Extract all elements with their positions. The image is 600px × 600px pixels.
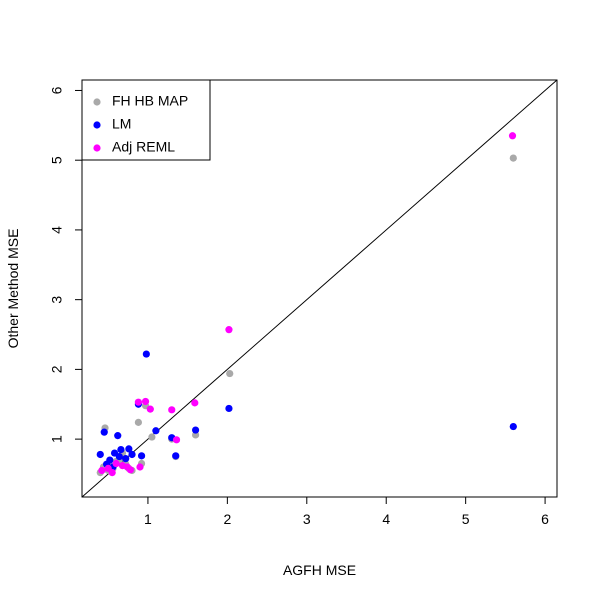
y-tick-label: 3: [49, 296, 65, 304]
point-lm: [128, 450, 136, 459]
point-adj-reml: [134, 398, 142, 406]
point-adj-reml: [136, 463, 144, 471]
point-lm: [137, 452, 146, 460]
x-tick-label: 4: [382, 511, 390, 527]
y-tick-label: 5: [49, 156, 65, 164]
y-tick-label: 1: [49, 435, 65, 443]
point-lm: [509, 422, 517, 431]
point-lm: [100, 428, 108, 436]
point-fh-hb-map: [148, 433, 156, 441]
y-axis: 1 2 3 4 5 6: [49, 86, 82, 443]
x-tick-label: 1: [144, 511, 152, 527]
point-fh-hb-map: [509, 154, 517, 162]
legend-label: FH HB MAP: [112, 93, 188, 109]
point-lm: [225, 404, 233, 413]
point-adj-reml: [126, 466, 135, 474]
legend: FH HB MAP LM Adj REML: [81, 79, 211, 161]
point-lm: [114, 432, 122, 440]
point-lm: [125, 445, 133, 453]
y-tick-label: 2: [49, 365, 65, 373]
point-lm: [152, 427, 160, 435]
point-adj-reml: [225, 326, 233, 334]
point-lm: [122, 455, 130, 463]
point-lm: [115, 452, 123, 461]
point-lm: [117, 445, 125, 454]
point-lm: [96, 450, 104, 459]
legend-marker: [93, 144, 101, 152]
x-tick-label: 2: [223, 511, 231, 527]
legend-marker: [93, 98, 101, 106]
points-layer: [96, 132, 517, 477]
y-axis-title: Other Method MSE: [5, 229, 21, 349]
plot-frame: [81, 79, 558, 498]
y-tick-label: 6: [49, 86, 65, 94]
x-axis: 1 2 3 4 5 6: [144, 497, 549, 527]
legend-marker: [93, 121, 101, 129]
point-lm: [106, 456, 114, 464]
x-tick-label: 3: [303, 511, 311, 527]
point-adj-reml: [141, 397, 150, 406]
point-adj-reml: [146, 405, 154, 413]
x-axis-title: AGFH MSE: [283, 562, 356, 578]
x-tick-label: 6: [541, 511, 549, 527]
legend-box: [81, 79, 211, 161]
point-adj-reml: [98, 466, 106, 475]
point-lm: [191, 426, 200, 434]
y-tick-label: 4: [49, 226, 65, 234]
point-lm: [142, 350, 150, 358]
reference-line-layer: [82, 80, 557, 497]
point-adj-reml: [508, 132, 517, 140]
point-fh-hb-map: [134, 418, 142, 426]
point-adj-reml: [191, 399, 199, 407]
point-lm: [172, 452, 180, 460]
point-fh-hb-map: [226, 369, 234, 378]
legend-label: LM: [112, 116, 131, 132]
point-adj-reml: [168, 406, 176, 414]
legend-label: Adj REML: [112, 139, 175, 155]
point-adj-reml: [108, 468, 116, 477]
identity-line: [82, 80, 557, 497]
point-adj-reml: [172, 436, 181, 444]
point-adj-reml: [112, 459, 120, 468]
x-tick-label: 5: [462, 511, 470, 527]
